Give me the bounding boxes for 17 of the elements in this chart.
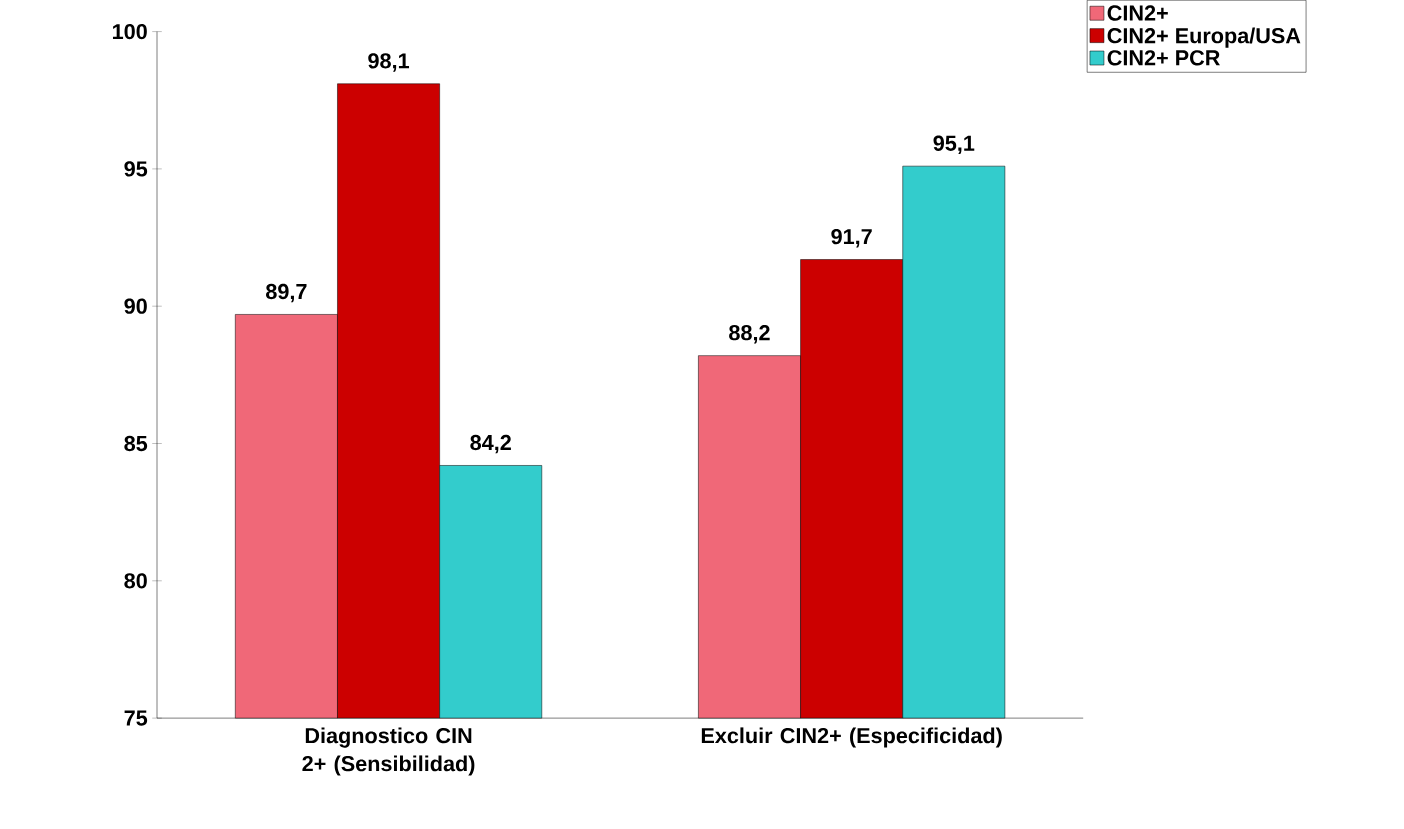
x-tick-label: Excluir CIN2+ (Especificidad) <box>701 727 1002 748</box>
y-tick-label: 80 <box>124 573 147 589</box>
data-label: 91,7 <box>831 228 872 248</box>
legend-label: CIN2+ PCR <box>1107 50 1220 66</box>
data-label: 88,2 <box>729 325 770 344</box>
y-tick-label: 75 <box>124 710 148 726</box>
data-label: 84,2 <box>470 434 511 454</box>
y-tick-label: 100 <box>112 23 147 40</box>
x-tick-label: Diagnostico CIN 2+ (Sensibilidad) <box>302 727 475 776</box>
y-tick-label: 85 <box>124 435 148 452</box>
legend-label: CIN2+ Europa/USA <box>1107 27 1301 48</box>
y-tick-label: 95 <box>124 161 148 177</box>
data-label: 98,1 <box>368 53 410 72</box>
y-tick-label: 90 <box>124 298 147 314</box>
data-label: 89,7 <box>266 283 307 303</box>
legend-label: CIN2+ <box>1107 5 1168 21</box>
data-label: 95,1 <box>933 135 975 155</box>
